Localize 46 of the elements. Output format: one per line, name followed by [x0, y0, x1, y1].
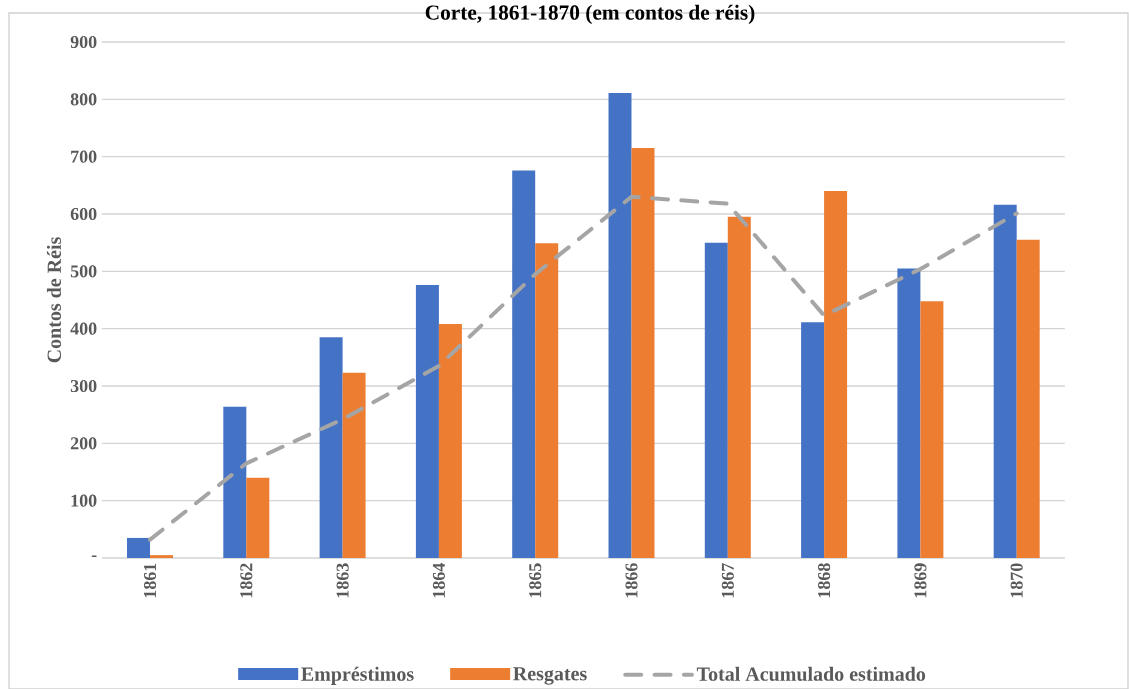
bar [897, 268, 921, 558]
bar [319, 337, 343, 558]
x-tick-label: 1867 [721, 563, 734, 598]
bar [631, 148, 655, 558]
chart-title: Corte, 1861-1870 (em contos de réis) [425, 4, 755, 25]
y-tick-label: 900 [70, 35, 97, 49]
y-tick-label: 500 [70, 265, 97, 278]
bar [415, 285, 439, 558]
y-tick-label: 700 [71, 150, 97, 163]
bar [727, 216, 751, 558]
x-tick-label: 1862 [240, 563, 253, 598]
bar [608, 93, 632, 558]
bar [920, 301, 944, 558]
y-tick-label: 300 [70, 379, 97, 393]
bar [993, 204, 1017, 558]
y-tick-label: 400 [70, 322, 97, 335]
bar [824, 191, 848, 558]
y-tick-label: 600 [70, 207, 97, 221]
x-tick-label: 1861 [143, 563, 157, 598]
bar [1016, 239, 1040, 558]
x-tick-label: 1866 [625, 563, 638, 598]
bar [246, 477, 270, 558]
y-tick-label: 100 [71, 494, 97, 507]
x-tick-label: 1870 [1010, 563, 1023, 598]
bar [704, 242, 728, 558]
bar [535, 243, 559, 558]
y-tick-label: 800 [70, 93, 97, 106]
x-tick-label: 1863 [336, 563, 349, 598]
bar [801, 322, 825, 558]
bar [127, 537, 151, 558]
line-series [148, 194, 1019, 542]
y-tick-label: 200 [70, 437, 97, 450]
bar [438, 324, 462, 558]
x-tick-label: 1868 [818, 563, 831, 598]
x-tick-label: 1865 [529, 563, 542, 598]
y-tick-label: - [91, 555, 97, 558]
x-tick-label: 1864 [432, 563, 445, 598]
bar [512, 170, 536, 558]
x-tick-label: 1869 [914, 563, 927, 598]
legend-label: Empréstimos [301, 666, 414, 685]
bar [342, 372, 366, 558]
bar [150, 555, 173, 558]
bar [223, 406, 247, 558]
legend-label: Resgates [513, 667, 587, 685]
legend-label: Total Acumulado estimado [696, 666, 926, 681]
y-axis-title: Contos de Réis [46, 237, 61, 363]
